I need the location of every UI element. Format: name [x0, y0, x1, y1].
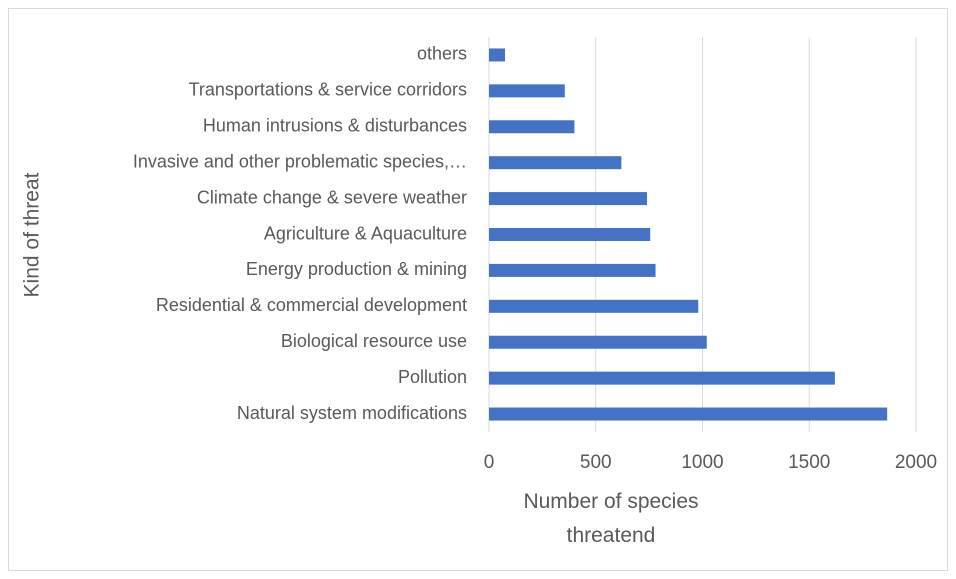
chart-border: [8, 8, 948, 571]
y-tick-label: Biological resource use: [281, 331, 467, 351]
y-tick-label: Climate change & severe weather: [197, 187, 467, 207]
x-tick-label: 0: [484, 452, 495, 473]
bar: [489, 299, 699, 313]
bar: [489, 228, 651, 241]
bar: [489, 84, 565, 98]
bar: [489, 48, 506, 62]
x-tick-label: 1500: [788, 452, 830, 473]
y-tick-label: Invasive and other problematic species,…: [133, 151, 467, 171]
bar: [489, 335, 707, 349]
bar: [489, 263, 656, 277]
y-tick-label: Natural system modifications: [237, 403, 467, 423]
y-axis-title: Kind of threat: [21, 172, 44, 297]
x-axis-title: Number of species threatend: [523, 490, 699, 547]
bar: [489, 192, 647, 206]
y-tick-label: Transportations & service corridors: [189, 80, 467, 100]
y-tick-label: Human intrusions & disturbances: [203, 116, 467, 136]
bar: [489, 407, 888, 421]
x-tick-label: 1000: [681, 452, 723, 473]
y-tick-label: Agriculture & Aquaculture: [264, 223, 467, 243]
y-tick-label: Residential & commercial development: [156, 295, 467, 315]
bar: [489, 120, 575, 134]
y-tick-label: Pollution: [398, 367, 467, 387]
x-tick-label: 500: [580, 452, 612, 473]
bar: [489, 371, 835, 385]
y-tick-label: Energy production & mining: [246, 259, 467, 279]
bar: [489, 156, 622, 170]
y-tick-label: others: [417, 44, 467, 64]
x-tick-label: 2000: [895, 452, 937, 473]
